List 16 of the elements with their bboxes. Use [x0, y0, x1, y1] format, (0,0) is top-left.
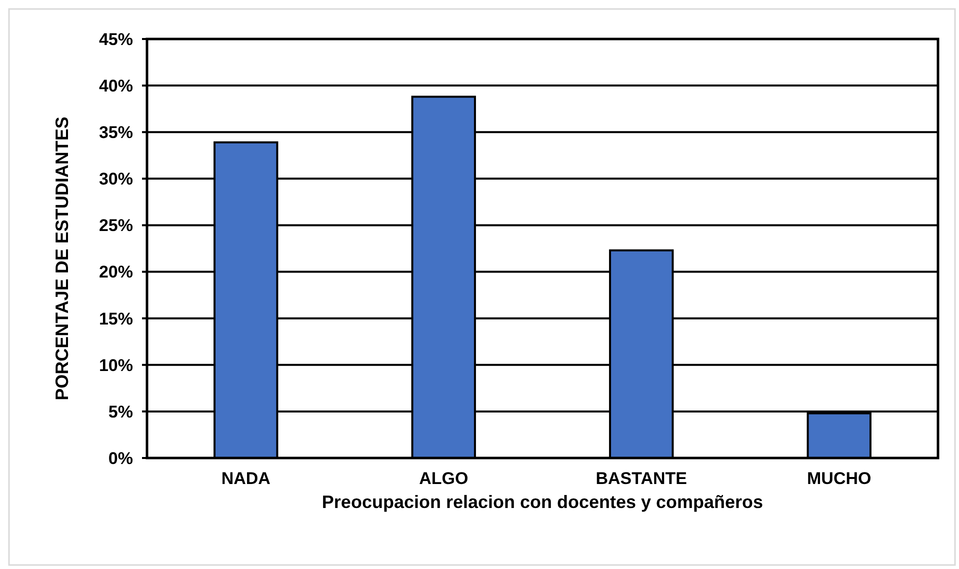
- y-tick-label: 45%: [98, 30, 133, 49]
- y-tick-label: 15%: [98, 309, 133, 328]
- y-tick-label: 20%: [98, 262, 133, 282]
- x-tick-label: ALGO: [419, 469, 468, 488]
- y-tick-label: 25%: [98, 216, 133, 236]
- y-axis-title: PORCENTAJE DE ESTUDIANTES: [52, 116, 72, 400]
- y-tick-label: 5%: [108, 402, 133, 422]
- y-tick-label: 10%: [98, 356, 133, 375]
- y-tick-label: 30%: [98, 170, 133, 189]
- y-tick-label: 35%: [98, 123, 133, 142]
- x-axis-title: Preocupacion relacion con docentes y compañeros: [322, 492, 764, 512]
- x-tick-label: NADA: [221, 469, 270, 488]
- y-tick-label: 0%: [108, 448, 133, 468]
- x-tick-label: BASTANTE: [596, 469, 688, 488]
- x-tick-label: MUCHO: [807, 469, 872, 488]
- y-tick-label: 40%: [98, 76, 133, 96]
